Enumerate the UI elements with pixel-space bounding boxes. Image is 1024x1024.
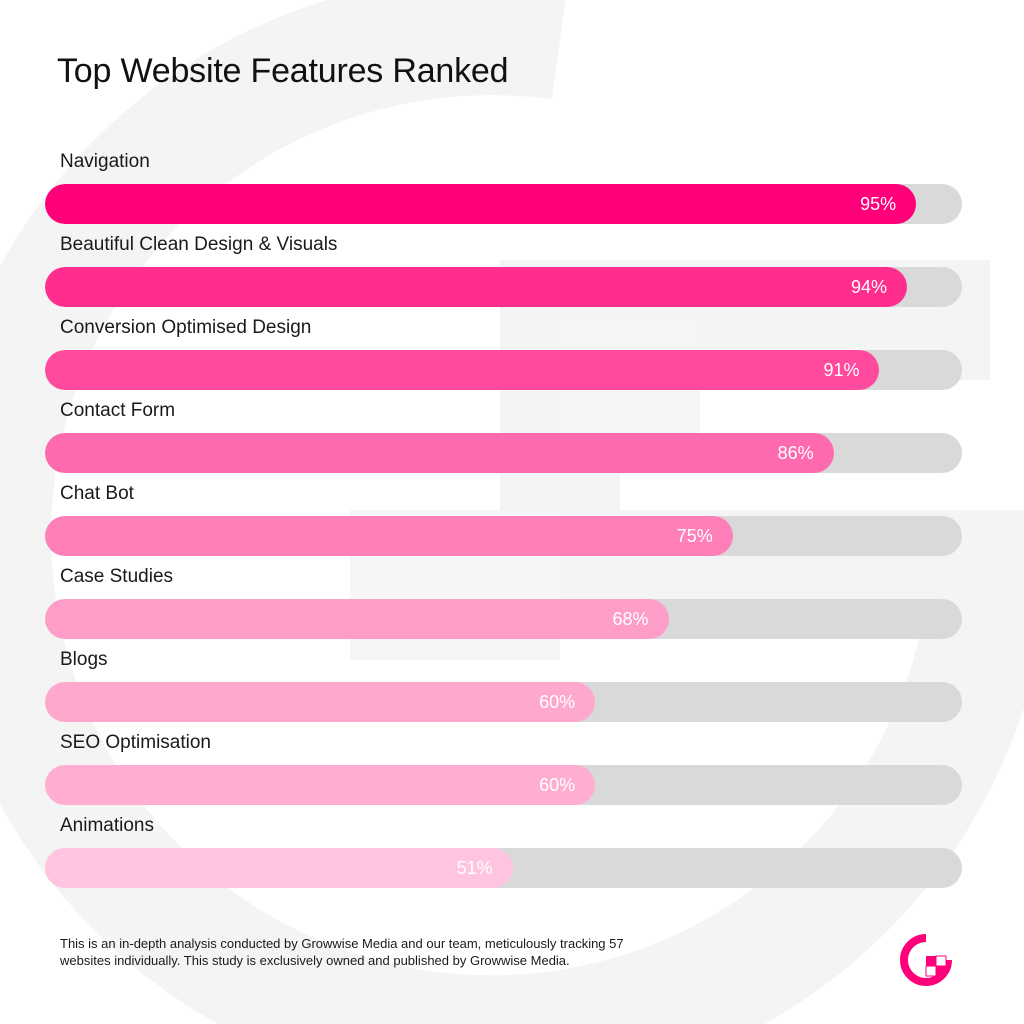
- bar-label: Chat Bot: [60, 483, 134, 504]
- bar-value-label: 60%: [539, 775, 576, 795]
- bar-label: Blogs: [60, 649, 108, 670]
- bar-label: Contact Form: [60, 400, 176, 421]
- bar-track: 94%: [45, 267, 962, 307]
- bar-track: 75%: [45, 516, 962, 556]
- bar: [45, 682, 596, 722]
- bar-value-label: 86%: [777, 443, 814, 463]
- bar: [45, 433, 834, 473]
- bar-track: 60%: [45, 682, 962, 722]
- bar-label: Case Studies: [60, 566, 174, 587]
- bar: [45, 184, 917, 224]
- bar-track: 95%: [45, 184, 962, 224]
- bar-track: 60%: [45, 765, 962, 805]
- bar-track: 51%: [45, 848, 962, 888]
- bar-value-label: 60%: [539, 692, 576, 712]
- bar-value-label: 68%: [612, 609, 649, 629]
- bar-value-label: 95%: [860, 194, 897, 214]
- bar-track: 91%: [45, 350, 962, 390]
- bar-label: Animations: [60, 815, 154, 836]
- bar: [45, 848, 513, 888]
- bar-label: Conversion Optimised Design: [60, 317, 312, 338]
- bar-value-label: 94%: [850, 277, 887, 297]
- bar: [45, 516, 733, 556]
- bar-value-label: 51%: [456, 858, 493, 878]
- bar: [45, 350, 880, 390]
- bar-label: SEO Optimisation: [60, 732, 211, 753]
- bar: [45, 765, 596, 805]
- bar-value-label: 75%: [676, 526, 713, 546]
- bar: [45, 599, 669, 639]
- bar-value-label: 91%: [823, 360, 860, 380]
- bar-track: 86%: [45, 433, 962, 473]
- chart-title: Top Website Features Ranked: [57, 52, 509, 90]
- footnote-text: This is an in-depth analysis conducted b…: [60, 936, 624, 968]
- bar-track: 68%: [45, 599, 962, 639]
- bar-label: Beautiful Clean Design & Visuals: [60, 234, 338, 255]
- bar: [45, 267, 907, 307]
- growwise-logo-icon: [900, 934, 952, 986]
- bar-label: Navigation: [60, 151, 150, 172]
